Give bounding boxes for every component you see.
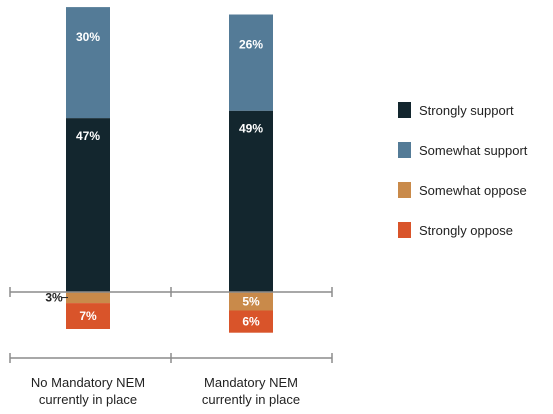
legend-swatch — [398, 182, 411, 198]
bar-somewhat-oppose-2 — [229, 292, 273, 311]
bar-somewhat-oppose-1 — [66, 292, 110, 304]
data-label-somewhat-support-1: 30% — [76, 30, 100, 44]
data-label-somewhat-support-2: 26% — [239, 38, 263, 52]
data-label-strongly-support-2: 49% — [239, 122, 263, 136]
legend-item-somewhat-support: Somewhat support — [398, 142, 527, 158]
legend-label: Strongly support — [419, 102, 514, 118]
legend-label: Somewhat support — [419, 142, 528, 158]
data-label-strongly-oppose-2: 6% — [242, 315, 260, 329]
legend-item-strongly-oppose: Strongly oppose — [398, 222, 527, 238]
bar-strongly-oppose-1 — [66, 303, 110, 329]
x-tick-label-2: currently in place — [202, 392, 300, 407]
legend-label: Strongly oppose — [419, 222, 513, 238]
bar-strongly-support-2 — [229, 110, 273, 292]
legend-swatch — [398, 102, 411, 118]
legend-swatch — [398, 142, 411, 158]
legend: Strongly support Somewhat support Somewhat… — [398, 102, 527, 262]
data-label-somewhat-oppose-1: 3% — [45, 291, 63, 305]
bar-somewhat-support-1 — [66, 7, 110, 119]
bar-strongly-oppose-2 — [229, 310, 273, 333]
legend-item-somewhat-oppose: Somewhat oppose — [398, 182, 527, 198]
legend-swatch — [398, 222, 411, 238]
bar-strongly-support-1 — [66, 118, 110, 292]
data-label-somewhat-oppose-2: 5% — [242, 294, 260, 308]
x-tick-label-1: currently in place — [39, 392, 137, 407]
data-label-strongly-support-1: 47% — [76, 129, 100, 143]
x-tick-label-1: No Mandatory NEM — [31, 375, 145, 390]
x-tick-label-2: Mandatory NEM — [204, 375, 298, 390]
legend-item-strongly-support: Strongly support — [398, 102, 527, 118]
data-label-strongly-oppose-1: 7% — [79, 309, 97, 323]
legend-label: Somewhat oppose — [419, 182, 527, 198]
bar-somewhat-support-2 — [229, 14, 273, 111]
